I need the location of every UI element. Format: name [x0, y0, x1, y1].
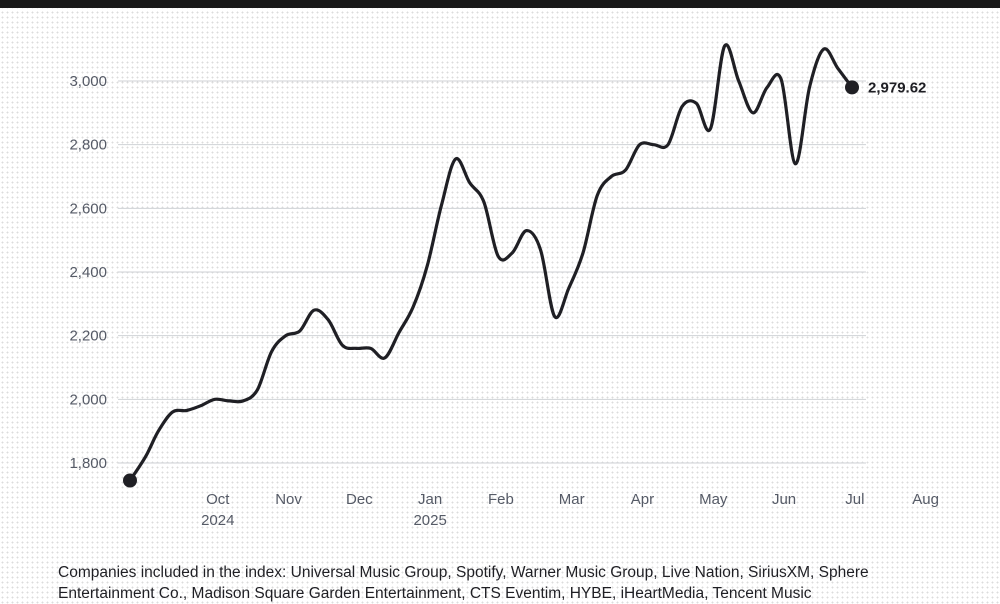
x-axis-ticks: Oct 2024 Nov Dec Jan 2025 Feb Mar Apr May Jun Jul Au…	[201, 491, 939, 529]
x-tick-label: Aug	[912, 491, 939, 508]
series-line	[128, 43, 854, 483]
y-tick-label: 2,200	[69, 328, 107, 345]
x-tick-label: Feb	[488, 491, 514, 508]
y-tick-label: 2,800	[69, 137, 107, 154]
y-tick-label: 2,400	[69, 264, 107, 281]
y-tick-label: 1,800	[69, 455, 107, 472]
end-value-label: 2,979.62	[868, 79, 926, 96]
series-layer: 2,979.62	[123, 43, 926, 488]
x-tick-year-label: 2025	[413, 512, 446, 529]
y-tick-label: 3,000	[69, 73, 107, 90]
x-tick-label: Oct	[206, 491, 230, 508]
line-chart: 1,800 2,000 2,200 2,400 2,600 2,800 3,000 Oct 2…	[69, 43, 939, 529]
y-tick-label: 2,600	[69, 200, 107, 217]
x-tick-label: Jun	[772, 491, 796, 508]
y-tick-label: 2,000	[69, 391, 107, 408]
x-tick-label: May	[699, 491, 728, 508]
x-tick-year-label: 2024	[201, 512, 234, 529]
grid-lines	[118, 80, 866, 464]
start-point-marker	[123, 473, 137, 488]
x-tick-label: Dec	[346, 491, 373, 508]
top-bar	[0, 0, 1000, 8]
x-tick-label: Nov	[275, 491, 302, 508]
end-point-marker	[845, 80, 859, 95]
index-footnote: Companies included in the index: Univers…	[58, 564, 869, 602]
x-tick-label: Mar	[559, 491, 585, 508]
x-tick-label: Jul	[845, 491, 864, 508]
x-tick-label: Apr	[631, 491, 654, 508]
y-axis-ticks: 1,800 2,000 2,200 2,400 2,600 2,800 3,000	[69, 73, 107, 472]
x-tick-label: Jan	[418, 491, 442, 508]
